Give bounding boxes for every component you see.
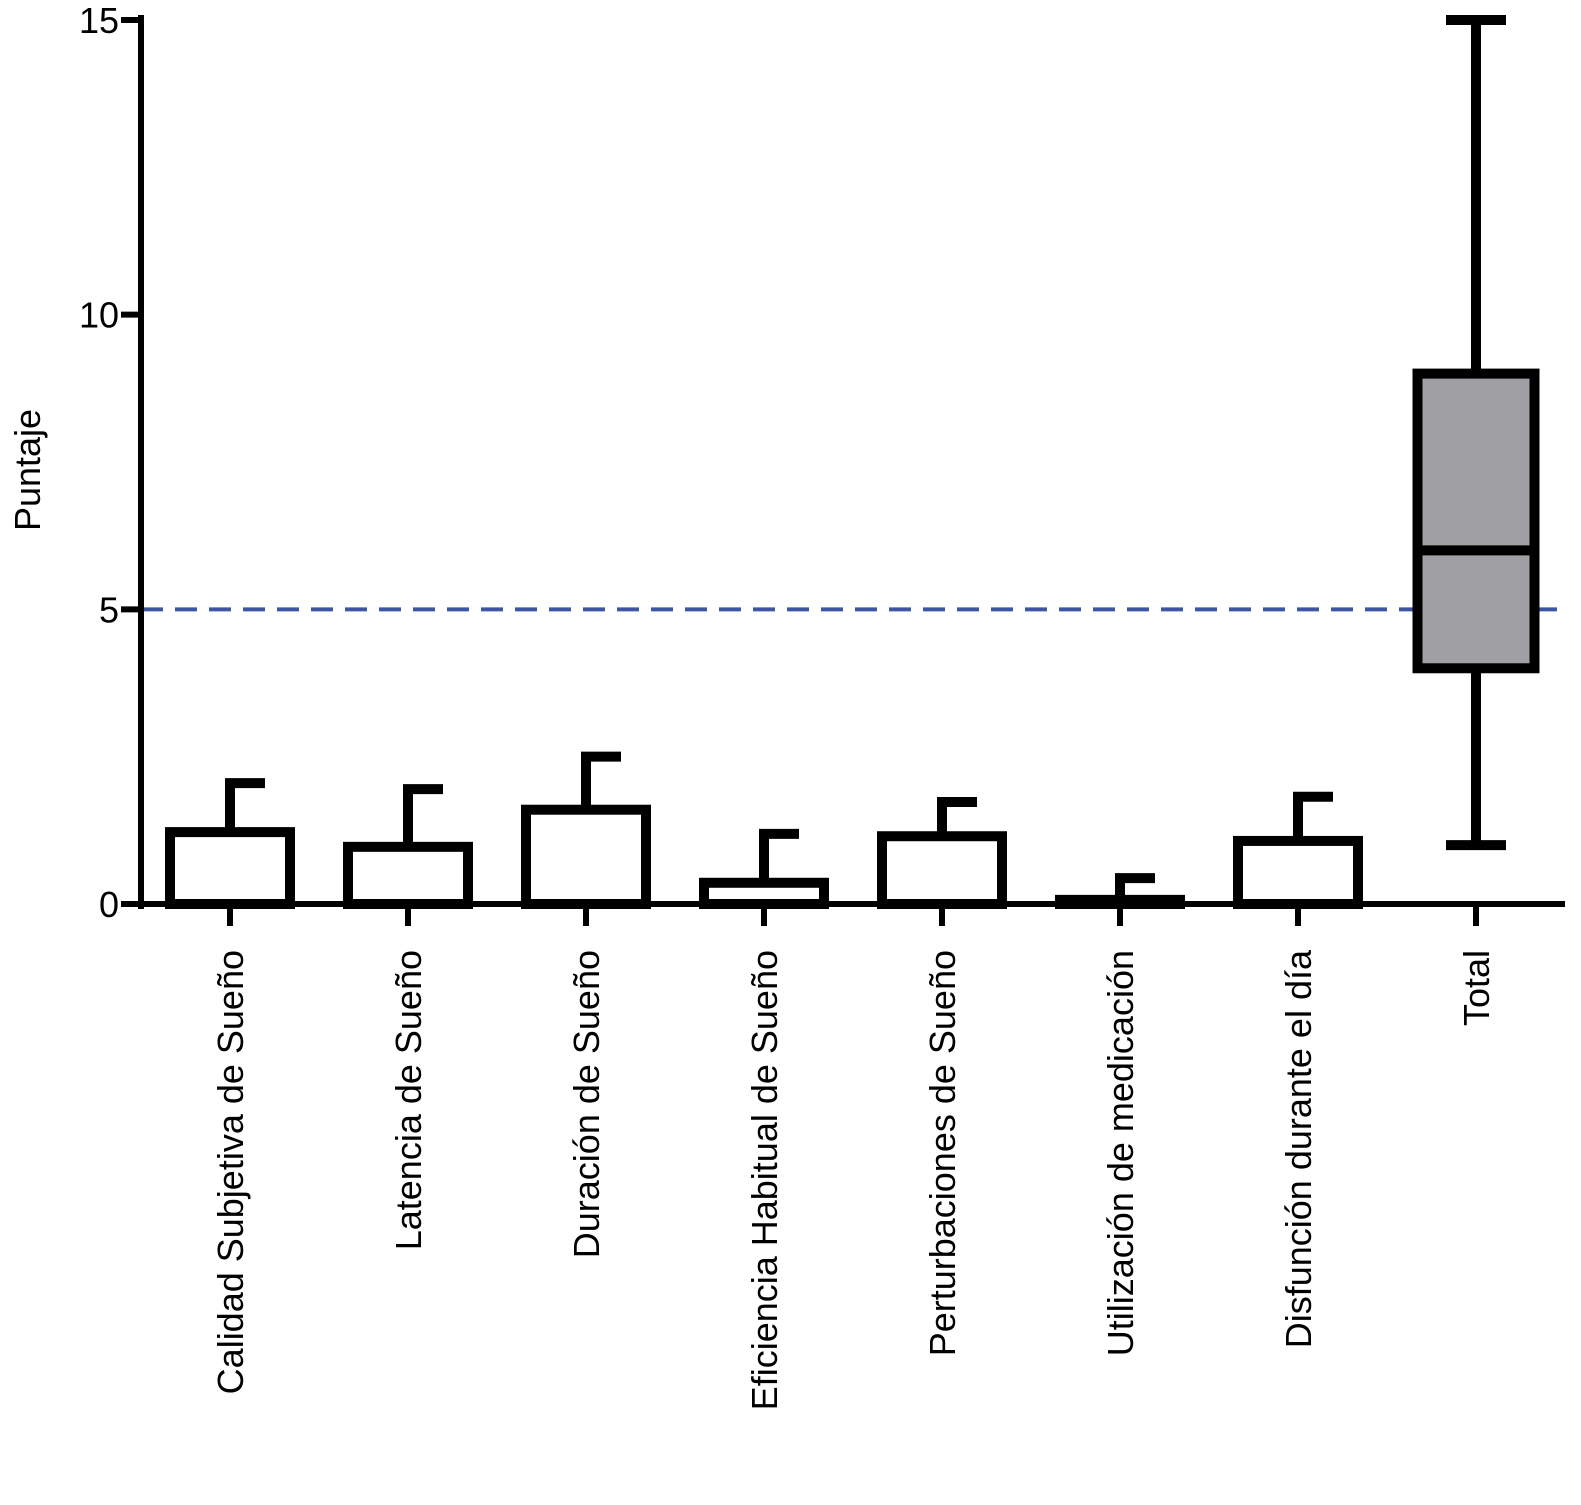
bar xyxy=(343,841,473,909)
bar xyxy=(877,831,1007,910)
bar xyxy=(699,877,829,909)
x-tick-label: Utilización de medicación xyxy=(1100,950,1141,1356)
y-tick-label: 0 xyxy=(99,884,119,925)
x-tick-label: Disfunción durante el día xyxy=(1278,949,1319,1348)
bar xyxy=(165,827,295,909)
y-tick-label: 15 xyxy=(79,0,119,41)
y-tick-label: 5 xyxy=(99,589,119,630)
x-tick-label: Perturbaciones de Sueño xyxy=(922,950,963,1356)
x-tick-label: Calidad Subjetiva de Sueño xyxy=(210,950,251,1394)
y-axis-label: Puntaje xyxy=(7,409,48,531)
x-tick-label: Latencia de Sueño xyxy=(388,950,429,1250)
box xyxy=(1412,368,1540,674)
y-tick-label: 10 xyxy=(79,295,119,336)
bar xyxy=(521,804,651,909)
x-tick-label: Duración de Sueño xyxy=(566,950,607,1258)
x-tick-label: Eficiencia Habitual de Sueño xyxy=(744,950,785,1410)
bar xyxy=(1233,835,1363,910)
x-tick-label: Total xyxy=(1456,950,1497,1026)
